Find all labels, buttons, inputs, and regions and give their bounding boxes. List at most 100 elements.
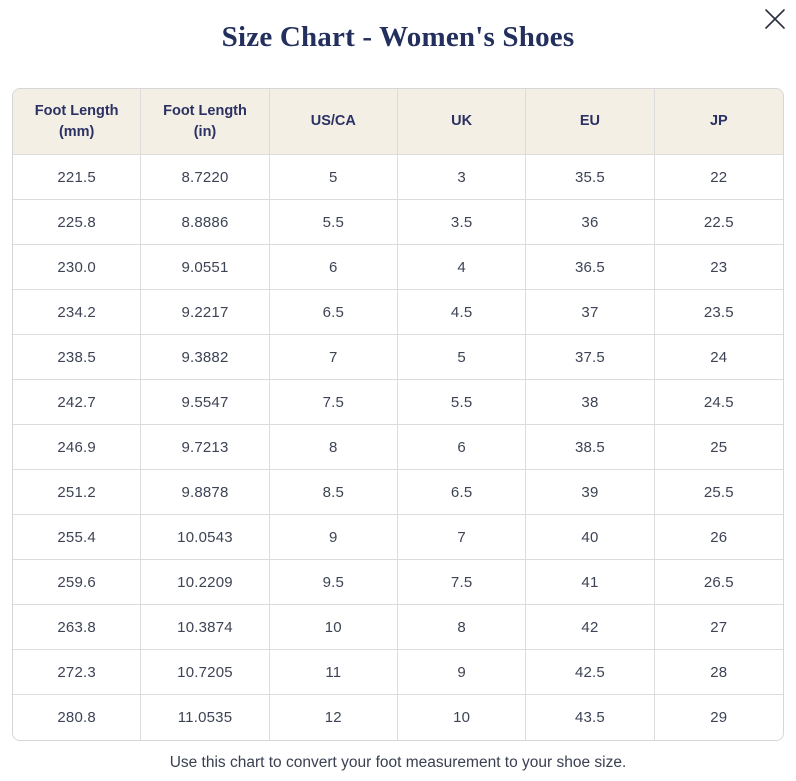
table-cell: 7.5	[397, 560, 527, 605]
table-cell: 42.5	[526, 650, 655, 695]
table-cell: 10.7205	[141, 650, 270, 695]
table-cell: 22.5	[654, 200, 783, 245]
column-header-label: US/CA	[310, 113, 356, 129]
table-cell: 10	[397, 695, 527, 740]
column-header-label: Foot Length	[34, 102, 119, 119]
table-row: 263.8 10.3874 10 8 42 27	[13, 605, 783, 650]
table-cell: 221.5	[13, 155, 142, 200]
table-cell: 36	[526, 200, 655, 245]
table-cell: 6	[269, 245, 398, 290]
footer-note: Use this chart to convert your foot meas…	[169, 754, 627, 771]
table-cell: 6	[397, 425, 527, 470]
table-cell: 8.5	[269, 470, 398, 515]
size-table-body: 221.5 8.7220 5 3 35.5 22 225.8 8.8886 5.5 3.5 36 22…	[13, 155, 783, 740]
table-cell: 27	[654, 605, 783, 650]
table-cell: 9.5	[269, 560, 398, 605]
table-cell: 37	[526, 290, 655, 335]
table-cell: 24.5	[654, 380, 783, 425]
table-cell: 37.5	[526, 335, 655, 380]
table-cell: 38.5	[526, 425, 655, 470]
table-cell: 234.2	[13, 290, 142, 335]
table-cell: 6.5	[269, 290, 398, 335]
table-cell: 9	[397, 650, 527, 695]
table-cell: 9.8878	[141, 470, 270, 515]
table-cell: 9.0551	[141, 245, 270, 290]
table-cell: 39	[526, 470, 655, 515]
column-header-label: (in)	[193, 123, 217, 140]
table-cell: 7	[269, 335, 398, 380]
table-cell: 3	[397, 155, 527, 200]
column-header: US/CA	[269, 89, 398, 155]
column-header-label: JP	[709, 113, 728, 129]
table-cell: 263.8	[13, 605, 142, 650]
table-cell: 6.5	[397, 470, 527, 515]
table-row: 221.5 8.7220 5 3 35.5 22	[13, 155, 783, 200]
table-cell: 4	[397, 245, 527, 290]
table-cell: 8	[269, 425, 398, 470]
table-cell: 23	[654, 245, 783, 290]
table-row: 230.0 9.0551 6 4 36.5 23	[13, 245, 783, 290]
table-cell: 5	[269, 155, 398, 200]
table-cell: 272.3	[13, 650, 142, 695]
table-cell: 9.3882	[141, 335, 270, 380]
table-cell: 255.4	[13, 515, 142, 560]
table-cell: 42	[526, 605, 655, 650]
column-header-label: EU	[579, 113, 601, 129]
table-row: 280.8 11.0535 12 10 43.5 29	[13, 695, 783, 740]
column-header-label: (mm)	[58, 123, 95, 140]
table-cell: 41	[526, 560, 655, 605]
table-cell: 11	[269, 650, 398, 695]
table-cell: 25.5	[654, 470, 783, 515]
column-header: UK	[397, 89, 527, 155]
table-cell: 5	[397, 335, 527, 380]
table-cell: 38	[526, 380, 655, 425]
table-cell: 40	[526, 515, 655, 560]
header-row: Foot Length (mm) Foot Length (in) US/CA UK EU J…	[13, 89, 783, 155]
table-row: 238.5 9.3882 7 5 37.5 24	[13, 335, 783, 380]
size-chart-table-container: Foot Length (mm) Foot Length (in) US/CA UK EU J…	[12, 88, 784, 741]
table-cell: 10.0543	[141, 515, 270, 560]
table-cell: 28	[654, 650, 783, 695]
table-cell: 9.7213	[141, 425, 270, 470]
column-header: Foot Length (in)	[141, 89, 270, 155]
table-cell: 9	[269, 515, 398, 560]
size-chart-table: Foot Length (mm) Foot Length (in) US/CA UK EU J…	[12, 88, 784, 741]
table-cell: 3.5	[397, 200, 527, 245]
table-cell: 8.7220	[141, 155, 270, 200]
table-cell: 8.8886	[141, 200, 270, 245]
table-cell: 5.5	[269, 200, 398, 245]
table-row: 251.2 9.8878 8.5 6.5 39 25.5	[13, 470, 783, 515]
table-row: 246.9 9.7213 8 6 38.5 25	[13, 425, 783, 470]
table-cell: 22	[654, 155, 783, 200]
table-cell: 35.5	[526, 155, 655, 200]
close-icon	[765, 9, 785, 29]
column-header: JP	[654, 89, 783, 155]
table-header: Foot Length (mm) Foot Length (in) US/CA UK EU J…	[13, 89, 783, 155]
column-header: Foot Length (mm)	[13, 89, 142, 155]
table-row: 255.4 10.0543 9 7 40 26	[13, 515, 783, 560]
table-cell: 12	[269, 695, 398, 740]
table-row: 272.3 10.7205 11 9 42.5 28	[13, 650, 783, 695]
table-cell: 242.7	[13, 380, 142, 425]
page-title: Size Chart - Women's Shoes	[221, 21, 575, 53]
table-cell: 29	[654, 695, 783, 740]
table-cell: 43.5	[526, 695, 655, 740]
table-cell: 11.0535	[141, 695, 270, 740]
table-row: 225.8 8.8886 5.5 3.5 36 22.5	[13, 200, 783, 245]
table-cell: 26.5	[654, 560, 783, 605]
table-cell: 36.5	[526, 245, 655, 290]
close-button[interactable]	[758, 2, 792, 36]
table-cell: 8	[397, 605, 527, 650]
table-cell: 251.2	[13, 470, 142, 515]
column-header: EU	[526, 89, 655, 155]
table-cell: 10.2209	[141, 560, 270, 605]
table-cell: 9.2217	[141, 290, 270, 335]
column-header-label: UK	[451, 113, 473, 129]
table-cell: 246.9	[13, 425, 142, 470]
table-cell: 24	[654, 335, 783, 380]
table-cell: 238.5	[13, 335, 142, 380]
table-cell: 10.3874	[141, 605, 270, 650]
table-cell: 225.8	[13, 200, 142, 245]
table-cell: 280.8	[13, 695, 142, 740]
